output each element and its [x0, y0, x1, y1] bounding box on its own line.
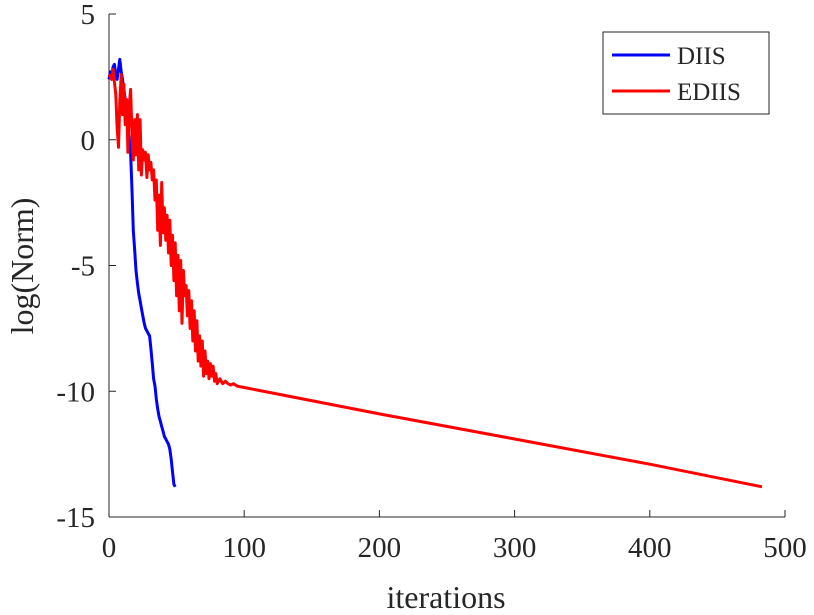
x-tick-label: 500: [763, 532, 807, 564]
plot-lines: [107, 57, 763, 489]
y-axis-label: log(Norm): [4, 198, 40, 335]
x-tick-label: 200: [358, 532, 402, 564]
x-tick-label: 400: [628, 532, 672, 564]
axes: [108, 13, 786, 518]
legend-label-ediis: EDIIS: [677, 79, 741, 106]
legend-box: [602, 31, 770, 115]
x-tick-label: 100: [222, 532, 266, 564]
x-tick-label: 0: [102, 532, 117, 564]
y-tick-label: -5: [71, 251, 95, 283]
x-tick-label: 300: [493, 532, 537, 564]
y-tick-label: 0: [81, 125, 96, 157]
series-line-diis: [107, 57, 177, 488]
legend-label-diis: DIIS: [677, 43, 726, 70]
tick-labels: 0 100 200 300 400 500 5 0 -5 -10 -15: [56, 0, 806, 564]
y-tick-label: -15: [56, 502, 95, 534]
legend: DIIS EDIIS: [602, 31, 770, 115]
series-line-ediis: [107, 67, 763, 489]
y-tick-label: 5: [81, 0, 96, 31]
x-axis-label: iterations: [386, 579, 505, 615]
y-tick-label: -10: [56, 376, 95, 408]
